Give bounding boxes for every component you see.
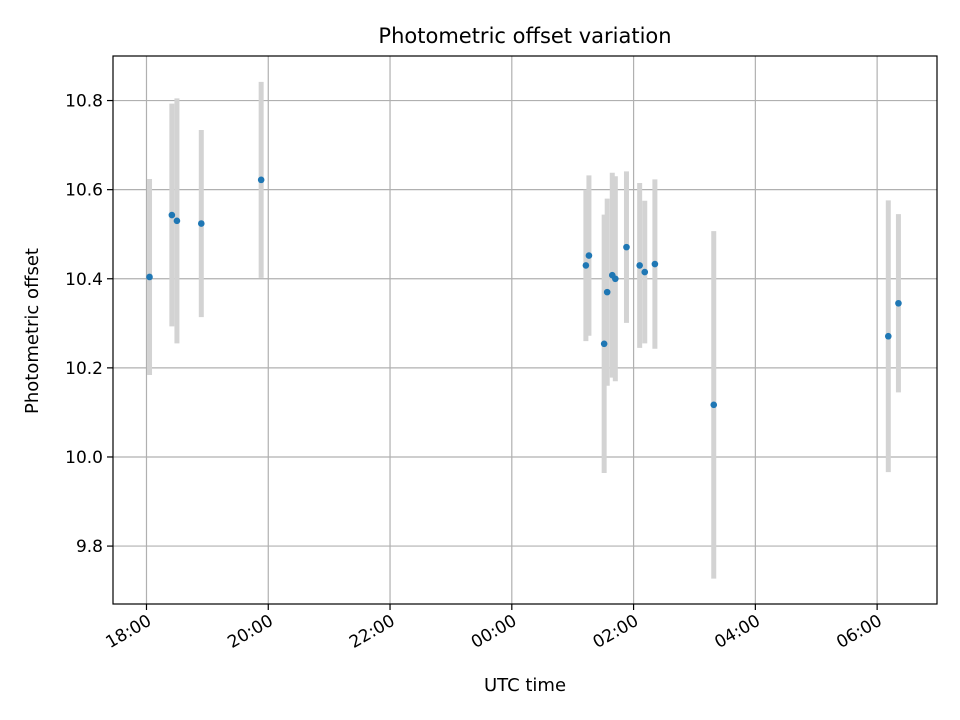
y-tick-label: 10.2 — [65, 359, 103, 379]
data-point — [168, 211, 176, 219]
data-point — [600, 340, 608, 348]
y-axis: 9.8 10.0 10.2 10.4 10.6 10.8 — [65, 92, 113, 557]
data-point — [603, 288, 611, 296]
data-point — [651, 260, 659, 268]
data-point — [146, 273, 153, 281]
plot-frame — [112, 55, 938, 605]
x-axis-label: UTC time — [484, 675, 566, 696]
data-point — [641, 268, 649, 276]
chart-title: Photometric offset variation — [378, 24, 671, 48]
data-point — [636, 262, 643, 269]
y-tick-label: 9.8 — [76, 537, 103, 557]
y-tick-label: 10.6 — [65, 181, 103, 201]
data-point — [582, 262, 590, 269]
data-point — [623, 243, 630, 251]
data-point — [884, 332, 892, 340]
y-tick-label: 10.8 — [65, 92, 103, 112]
data-point — [257, 176, 265, 184]
data-point — [895, 299, 902, 307]
y-tick-label: 10.4 — [65, 270, 103, 290]
data-point — [173, 217, 181, 225]
data-point — [612, 275, 619, 283]
data-point — [585, 252, 593, 259]
data-point — [710, 401, 718, 409]
grid — [113, 56, 937, 604]
data-points — [146, 176, 902, 409]
y-axis-label: Photometric offset — [22, 248, 43, 414]
y-tick-label: 10.0 — [65, 448, 103, 468]
data-point — [197, 220, 205, 227]
